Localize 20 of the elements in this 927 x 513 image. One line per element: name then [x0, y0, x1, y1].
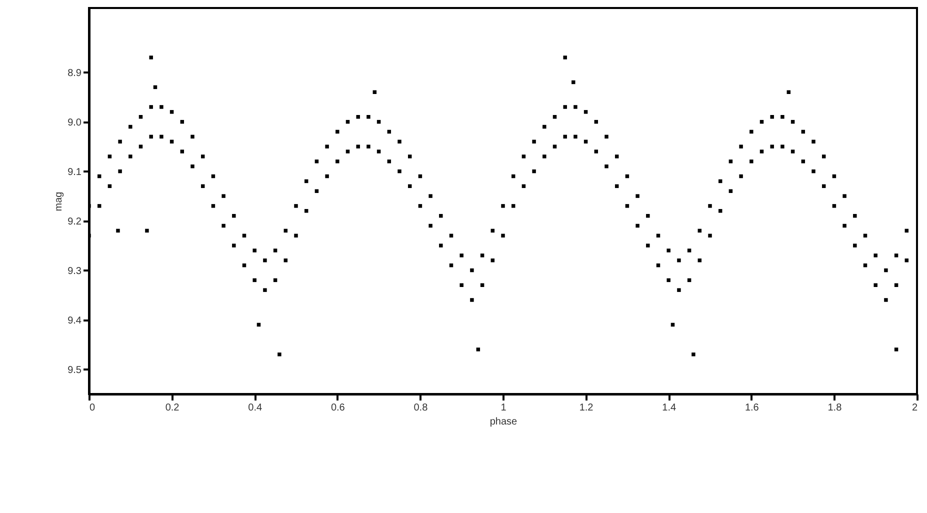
y-tick-label: 9.2 — [68, 216, 82, 228]
y-tick-label: 8.9 — [68, 68, 82, 79]
y-tick-label: 9.5 — [68, 364, 82, 376]
y-tick-label: 9.3 — [68, 266, 82, 277]
x-tick-label: 1.4 — [662, 402, 676, 414]
x-tick-label: 1.8 — [828, 402, 842, 414]
x-tick-label: 0.2 — [165, 402, 180, 414]
y-tick-label: 9.4 — [68, 315, 82, 326]
x-tick-label: 1 — [500, 402, 507, 414]
x-tick-label: 1.2 — [579, 402, 594, 414]
x-tick-label: 0 — [90, 402, 96, 414]
x-tick-label: 0.8 — [414, 402, 428, 414]
x-tick-label: 1.6 — [744, 402, 760, 414]
y-tick-label: 9.0 — [68, 117, 82, 128]
x-tick-label: 0.6 — [330, 402, 346, 414]
x-tick-label: 0.4 — [248, 402, 262, 414]
y-tick-label: 9.1 — [68, 166, 82, 178]
y-axis-title: mag — [54, 192, 65, 212]
x-axis-title: phase — [490, 416, 518, 428]
x-tick-label: 2 — [912, 402, 918, 414]
